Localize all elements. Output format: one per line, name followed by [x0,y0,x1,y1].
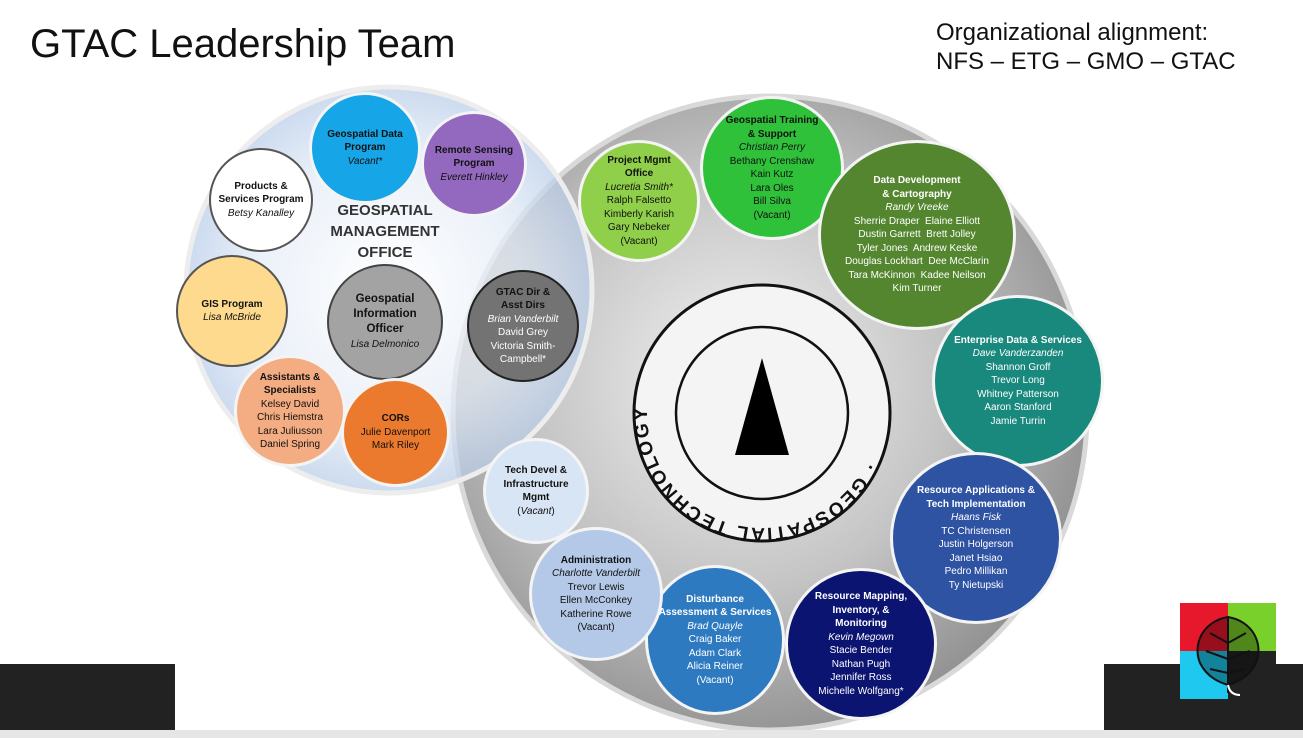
node-gtac-director: GTAC Dir & Asst Dirs Brian Vanderbilt Davi… [467,270,579,382]
page-title: GTAC Leadership Team [30,22,456,66]
organizational-alignment: Organizational alignment: NFS – ETG – GM… [936,18,1236,76]
node-tech-devel-infrastructure: Tech Devel & Infrastructure Mgmt (Vacant) [483,438,589,544]
node-project-mgmt-office: Project Mgmt Office Lucretia Smith* Ralph … [578,140,700,262]
node-products-services-program: Products & Services Program Betsy Kanalley [209,148,313,252]
node-administration: Administration Charlotte Vanderbilt Trevo… [529,527,663,661]
node-enterprise-data-services: Enterprise Data & Services Dave Vanderzan… [932,295,1104,467]
node-geospatial-information-officer: Geospatial Information Officer Lisa Delmoni… [327,264,443,380]
gmo-label: GEOSPATIAL MANAGEMENT OFFICE [310,200,460,263]
emblem-triangle-icon [735,358,789,455]
alignment-chain: NFS – ETG – GMO – GTAC [936,48,1236,75]
gmo-label-line: GEOSPATIAL [337,202,433,219]
node-assistants-specialists: Assistants & Specialists Kelsey David Chri… [234,355,346,467]
node-resource-mapping-inventory: Resource Mapping, Inventory, & Monitoring K… [785,568,937,720]
gmo-label-line: MANAGEMENT [330,223,440,240]
bottom-strip [0,730,1303,738]
left-corner-bar [0,664,175,730]
node-disturbance-assessment: Disturbance Assessment & Services Brad Qua… [645,565,785,715]
gmo-label-line: OFFICE [357,244,413,261]
alignment-heading: Organizational alignment: [936,19,1209,46]
node-geospatial-data-program: Geospatial Data Program Vacant* [309,92,421,204]
node-remote-sensing-program: Remote Sensing Program Everett Hinkley [421,111,527,217]
node-cors: CORs Julie Davenport Mark Riley [341,378,450,487]
node-gis-program: GIS Program Lisa McBride [176,255,288,367]
aspen-leaf-logo-icon [1180,603,1276,699]
node-data-development-cartography: Data Development & Cartography Randy Vreek… [818,140,1016,330]
